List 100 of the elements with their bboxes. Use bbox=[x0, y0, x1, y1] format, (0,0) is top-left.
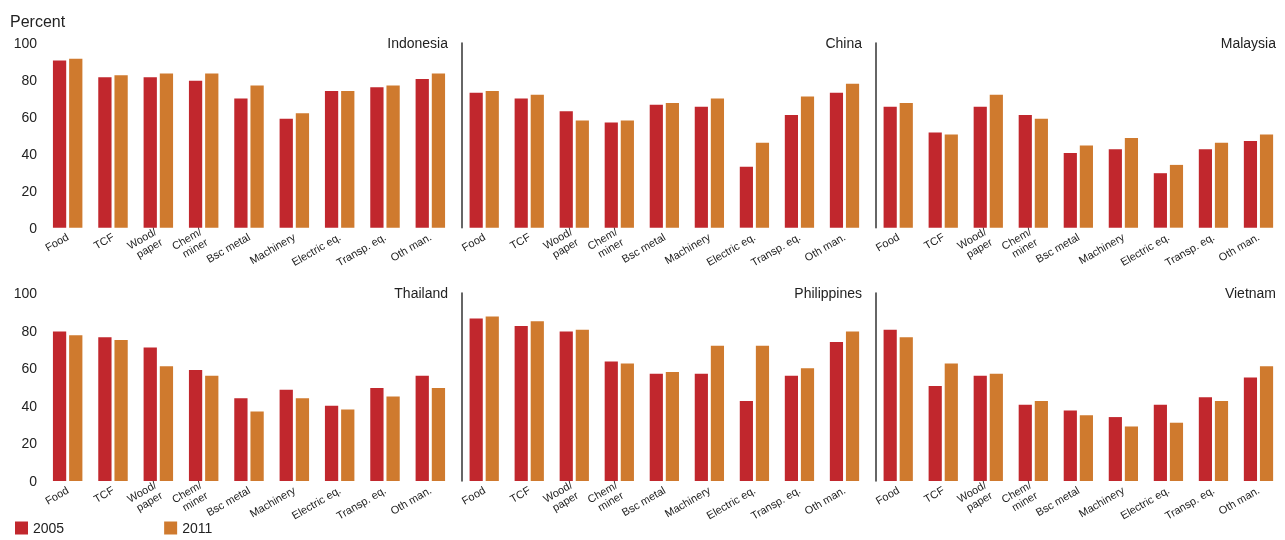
bar bbox=[739, 401, 753, 481]
chart-title: Vietnam bbox=[1224, 285, 1276, 301]
bar bbox=[143, 347, 157, 481]
x-tick-label: TCF bbox=[91, 483, 117, 505]
bar bbox=[575, 120, 589, 228]
bar bbox=[69, 335, 83, 481]
bar bbox=[234, 98, 248, 228]
bar bbox=[665, 103, 679, 228]
y-tick-label: 80 bbox=[21, 322, 38, 339]
bar bbox=[829, 341, 844, 481]
x-tick-label: TCF bbox=[921, 230, 947, 252]
bar bbox=[98, 337, 112, 481]
bar bbox=[431, 73, 446, 228]
bar bbox=[295, 113, 310, 228]
bar bbox=[469, 318, 483, 481]
y-tick-label: 0 bbox=[29, 219, 38, 236]
bar bbox=[295, 398, 310, 481]
x-tick-label: Oth man. bbox=[1216, 230, 1262, 264]
bar bbox=[52, 60, 67, 228]
chart-title: China bbox=[825, 35, 863, 51]
bar bbox=[205, 375, 219, 481]
x-tick-label: TCF bbox=[507, 483, 533, 505]
legend-label: 2005 bbox=[33, 520, 65, 536]
bar bbox=[386, 85, 400, 228]
bar bbox=[604, 361, 618, 481]
bar bbox=[755, 142, 770, 228]
bar bbox=[1063, 152, 1077, 228]
bar bbox=[205, 73, 219, 228]
bar bbox=[469, 92, 483, 228]
bar bbox=[1108, 149, 1122, 228]
bar bbox=[1243, 377, 1258, 481]
bar bbox=[1079, 145, 1093, 228]
bar bbox=[279, 118, 293, 228]
bar bbox=[559, 111, 573, 228]
bar bbox=[1063, 410, 1077, 481]
x-tick-label: TCF bbox=[91, 230, 117, 252]
y-tick-label: 100 bbox=[13, 285, 38, 301]
bar bbox=[1034, 401, 1048, 481]
bar bbox=[989, 94, 1003, 228]
bar bbox=[899, 337, 913, 481]
bar bbox=[620, 120, 634, 228]
y-tick-label: 80 bbox=[21, 71, 38, 88]
bar bbox=[52, 331, 67, 481]
x-tick-label: Food bbox=[42, 230, 71, 254]
chart-title: Malaysia bbox=[1220, 35, 1277, 51]
y-tick-label: 40 bbox=[21, 145, 38, 162]
y-tick-label: 0 bbox=[29, 473, 38, 489]
bar bbox=[559, 331, 573, 481]
bar bbox=[784, 375, 798, 481]
y-tick-label: 60 bbox=[21, 360, 38, 377]
bar bbox=[485, 91, 499, 228]
bar bbox=[845, 331, 860, 481]
bar bbox=[973, 106, 987, 228]
bar bbox=[1214, 142, 1229, 228]
chart-title: Thailand bbox=[394, 285, 448, 301]
bar bbox=[188, 80, 203, 228]
bar bbox=[883, 106, 897, 228]
bar bbox=[1169, 164, 1184, 228]
bar bbox=[1124, 426, 1139, 481]
bar bbox=[341, 409, 355, 481]
bar bbox=[98, 77, 112, 228]
bar bbox=[431, 387, 446, 481]
chart-title: Indonesia bbox=[387, 35, 449, 51]
bar bbox=[1153, 173, 1167, 228]
y-tick-label: 20 bbox=[21, 182, 38, 199]
bar bbox=[485, 316, 499, 481]
y-tick-label: 40 bbox=[21, 397, 38, 414]
x-tick-label: TCF bbox=[921, 483, 947, 505]
bar bbox=[114, 75, 128, 228]
bar bbox=[1108, 417, 1122, 481]
bar bbox=[710, 345, 725, 481]
bar bbox=[234, 398, 248, 481]
bar bbox=[341, 91, 355, 228]
bar bbox=[1124, 138, 1139, 228]
bar bbox=[620, 363, 634, 481]
bar bbox=[114, 340, 128, 481]
x-tick-label: Oth man. bbox=[388, 230, 434, 264]
bar bbox=[800, 96, 815, 228]
bar bbox=[899, 103, 913, 228]
bar bbox=[370, 87, 384, 228]
bar bbox=[649, 373, 663, 481]
bar bbox=[928, 132, 942, 228]
bar bbox=[324, 405, 339, 481]
bar bbox=[973, 375, 987, 481]
bar bbox=[159, 73, 174, 228]
bar bbox=[989, 373, 1003, 481]
bar bbox=[1259, 366, 1274, 481]
y-axis-title: Percent bbox=[10, 12, 66, 30]
x-tick-label: TCF bbox=[507, 230, 533, 252]
bar bbox=[829, 92, 844, 228]
bar bbox=[159, 366, 174, 481]
bar bbox=[1214, 401, 1229, 481]
bar bbox=[1198, 149, 1212, 228]
bar bbox=[1259, 134, 1274, 228]
bar bbox=[1018, 404, 1032, 481]
bar bbox=[604, 122, 618, 228]
bar bbox=[69, 58, 83, 228]
bar bbox=[694, 373, 708, 481]
bar bbox=[755, 345, 770, 481]
bar bbox=[250, 411, 264, 481]
